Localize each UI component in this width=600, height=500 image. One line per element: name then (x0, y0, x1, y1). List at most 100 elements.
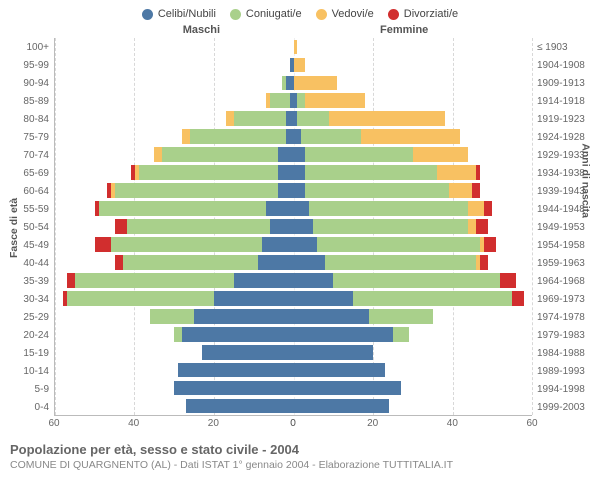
female-half (294, 92, 533, 110)
female-half (294, 253, 533, 271)
bar-segment (174, 327, 182, 342)
male-bar (150, 309, 293, 324)
female-bar (294, 291, 525, 306)
bar-segment (234, 111, 286, 126)
bar-segment (309, 201, 468, 216)
birth-label: 1984-1988 (532, 344, 590, 362)
male-half (55, 235, 294, 253)
female-bar (294, 237, 497, 252)
birth-label: 1979-1983 (532, 326, 590, 344)
pyramid-row (55, 379, 532, 397)
chart-subtitle: COMUNE DI QUARGNENTO (AL) - Dati ISTAT 1… (10, 459, 590, 471)
female-half (294, 271, 533, 289)
bar-segment (266, 201, 294, 216)
bar-segment (413, 147, 469, 162)
bar-segment (294, 309, 370, 324)
male-half (55, 361, 294, 379)
female-bar (294, 327, 409, 342)
male-half (55, 164, 294, 182)
female-bar (294, 93, 366, 108)
female-bar (294, 165, 481, 180)
pyramid-row (55, 56, 532, 74)
male-bar (178, 363, 293, 378)
bar-segment (294, 255, 326, 270)
bar-segment (294, 363, 385, 378)
male-bar (202, 345, 293, 360)
x-tick: 20 (367, 418, 378, 429)
female-bar (294, 147, 469, 162)
y-axis-label-right: Anni di nascita (580, 143, 592, 218)
male-bar (154, 147, 293, 162)
bar-segment (369, 309, 433, 324)
bar-segment (190, 129, 285, 144)
gridline (532, 38, 533, 415)
bar-segment (294, 345, 373, 360)
bar-segment (393, 327, 409, 342)
female-half (294, 56, 533, 74)
birth-label: 1914-1918 (532, 92, 590, 110)
pyramid-row (55, 164, 532, 182)
female-bar (294, 345, 373, 360)
birth-label: 1904-1908 (532, 56, 590, 74)
bar-segment (278, 165, 294, 180)
age-label: 100+ (10, 38, 54, 56)
bar-segment (270, 93, 290, 108)
female-half (294, 361, 533, 379)
age-label: 30-34 (10, 290, 54, 308)
female-bar (294, 183, 481, 198)
male-title: Maschi (10, 24, 300, 36)
x-tick: 40 (128, 418, 139, 429)
bar-segment (294, 381, 401, 396)
male-bar (115, 255, 294, 270)
male-half (55, 397, 294, 415)
bar-segment (294, 273, 334, 288)
legend-item: Divorziati/e (388, 8, 458, 20)
bar-segment (468, 219, 476, 234)
male-half (55, 92, 294, 110)
age-label: 25-29 (10, 308, 54, 326)
pyramid-row (55, 200, 532, 218)
birth-label: 1969-1973 (532, 290, 590, 308)
female-bar (294, 399, 389, 414)
bar-segment (294, 399, 389, 414)
x-tick: 20 (208, 418, 219, 429)
legend-swatch (316, 9, 327, 20)
legend: Celibi/NubiliConiugati/eVedovi/eDivorzia… (10, 8, 590, 20)
age-label: 15-19 (10, 344, 54, 362)
bar-segment (234, 273, 294, 288)
bar-segment (297, 111, 329, 126)
male-bar (63, 291, 294, 306)
bar-segment (278, 147, 294, 162)
female-bar (294, 255, 489, 270)
bar-segment (286, 111, 294, 126)
bar-segment (472, 183, 480, 198)
female-bar (294, 309, 433, 324)
bar-segment (182, 129, 190, 144)
birth-label: 1999-2003 (532, 398, 590, 416)
bar-segment (174, 381, 293, 396)
pyramid-row (55, 271, 532, 289)
bar-segment (313, 219, 468, 234)
male-half (55, 379, 294, 397)
birth-label: 1954-1958 (532, 236, 590, 254)
birth-label: 1974-1978 (532, 308, 590, 326)
male-half (55, 74, 294, 92)
bar-segment (294, 76, 338, 91)
bar-segment (115, 183, 278, 198)
male-bar (95, 237, 294, 252)
male-half (55, 307, 294, 325)
female-half (294, 74, 533, 92)
bar-segment (294, 58, 306, 73)
female-bar (294, 273, 517, 288)
bar-segment (75, 273, 234, 288)
pyramid-row (55, 235, 532, 253)
male-bar (115, 219, 294, 234)
bar-segment (111, 237, 262, 252)
male-bar (107, 183, 294, 198)
bar-segment (115, 219, 127, 234)
age-label: 5-9 (10, 380, 54, 398)
bar-segment (258, 255, 294, 270)
bar-segment (278, 183, 294, 198)
male-bar (266, 93, 294, 108)
bar-segment (127, 219, 270, 234)
